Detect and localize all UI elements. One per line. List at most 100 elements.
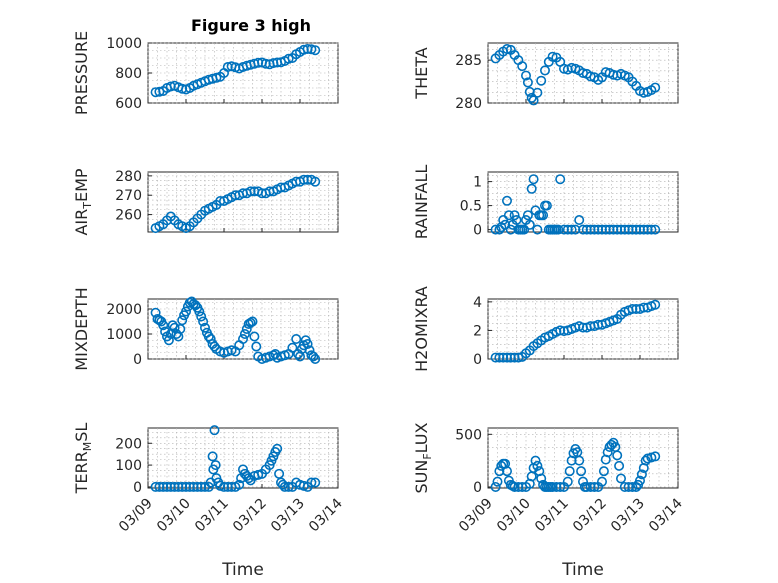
data-point [636, 469, 647, 480]
data-point [490, 224, 501, 235]
data-point [576, 466, 587, 477]
data-point [501, 466, 512, 477]
data-point [598, 466, 609, 477]
data-point [612, 224, 623, 235]
y-tick-label: 0 [473, 352, 482, 368]
y-axis-label: SUNFLUX [412, 422, 434, 493]
data-point [532, 224, 543, 235]
y-axis-label: THETA [412, 47, 431, 99]
data-point [310, 353, 321, 364]
data-point [555, 174, 566, 185]
data-point [167, 320, 178, 331]
data-point [532, 460, 543, 471]
y-axis-label-suffix: EMP [72, 168, 91, 202]
data-point [184, 481, 195, 492]
data-point [558, 224, 569, 235]
y-tick-label: 0.5 [460, 199, 482, 215]
y-tick-label: 500 [455, 427, 482, 443]
data-point [251, 341, 262, 352]
x-axis-label: Time [561, 560, 604, 580]
data-point [209, 341, 220, 352]
data-point [277, 479, 288, 490]
data-point [532, 87, 543, 98]
data-point [239, 328, 250, 339]
data-point [539, 65, 550, 76]
y-axis-label-subscript: M [81, 442, 94, 452]
data-point [522, 210, 533, 221]
y-tick-label: 800 [115, 66, 142, 82]
data-point [530, 455, 541, 466]
data-point [541, 200, 552, 211]
data-point [498, 215, 509, 226]
data-point [631, 224, 642, 235]
data-point [503, 210, 514, 221]
data-point [501, 352, 512, 363]
y-axis-label: AIRTEMP [72, 168, 94, 235]
y-tick-label: 1000 [106, 327, 142, 343]
x-tick-label: 03/10 [494, 496, 534, 536]
y-tick-label: 0 [133, 480, 142, 496]
y-tick-label: 2 [473, 323, 482, 339]
data-point [169, 322, 180, 333]
data-point [283, 481, 294, 492]
data-point [574, 215, 585, 226]
data-point [492, 476, 503, 487]
y-axis-label-subscript: F [421, 453, 434, 459]
x-tick-label: 03/11 [192, 496, 232, 536]
data-point [634, 224, 645, 235]
data-point [526, 183, 537, 194]
data-point [650, 224, 661, 235]
data-point [306, 44, 317, 55]
y-axis-label: RAINFALL [412, 165, 431, 240]
data-point [577, 224, 588, 235]
y-tick-label: 1 [473, 175, 482, 191]
data-point [615, 473, 626, 484]
axes-air_temp: 260 270 280 AIRTEMP [72, 168, 339, 236]
y-axis-label-main: AIR [72, 209, 91, 236]
data-point [308, 351, 319, 362]
data-point [650, 451, 661, 462]
data-point [528, 95, 539, 106]
data-point [627, 303, 638, 314]
data-point [646, 224, 657, 235]
data-point [207, 451, 218, 462]
axes-h2omixra: 0 2 4 H2OMIXRA [412, 286, 679, 372]
data-point [509, 210, 520, 221]
data-point [158, 320, 169, 331]
data-point [181, 306, 192, 317]
y-axis-label: H2OMIXRA [412, 286, 431, 372]
y-tick-label: 0 [473, 480, 482, 496]
data-point [513, 481, 524, 492]
axes-rainfall: 0 0.5 1 RAINFALL [412, 165, 679, 240]
data-point [551, 481, 562, 492]
y-tick-label: 0 [473, 223, 482, 239]
y-tick-label: 200 [115, 436, 142, 452]
y-axis-label-main: SUN [412, 460, 431, 494]
y-axis-label: MIXDEPTH [72, 287, 91, 370]
data-point [249, 331, 260, 342]
y-axis-label-subscript: T [81, 202, 94, 210]
data-point [196, 311, 207, 322]
data-point [306, 477, 317, 488]
y-tick-label: 600 [115, 96, 142, 112]
axes-sun_flux: 0 500 SUNFLUX 03/0903/1003/1103/1203/1303/1… [412, 422, 686, 580]
data-point [154, 86, 165, 97]
data-point [627, 224, 638, 235]
data-point [310, 176, 321, 187]
data-point [574, 455, 585, 466]
data-point [553, 224, 564, 235]
data-point [200, 322, 211, 333]
y-axis-label-main: PRESSURE [72, 31, 91, 115]
data-point [283, 53, 294, 64]
y-tick-label: 270 [115, 188, 142, 204]
data-point [205, 333, 216, 344]
y-axis-label-main: MIXDEPTH [72, 287, 91, 370]
data-point [589, 481, 600, 492]
x-tick-label: 03/09 [116, 496, 156, 536]
x-tick-label: 03/12 [230, 496, 270, 536]
data-point [177, 315, 188, 326]
data-point [150, 307, 161, 318]
data-point [615, 224, 626, 235]
